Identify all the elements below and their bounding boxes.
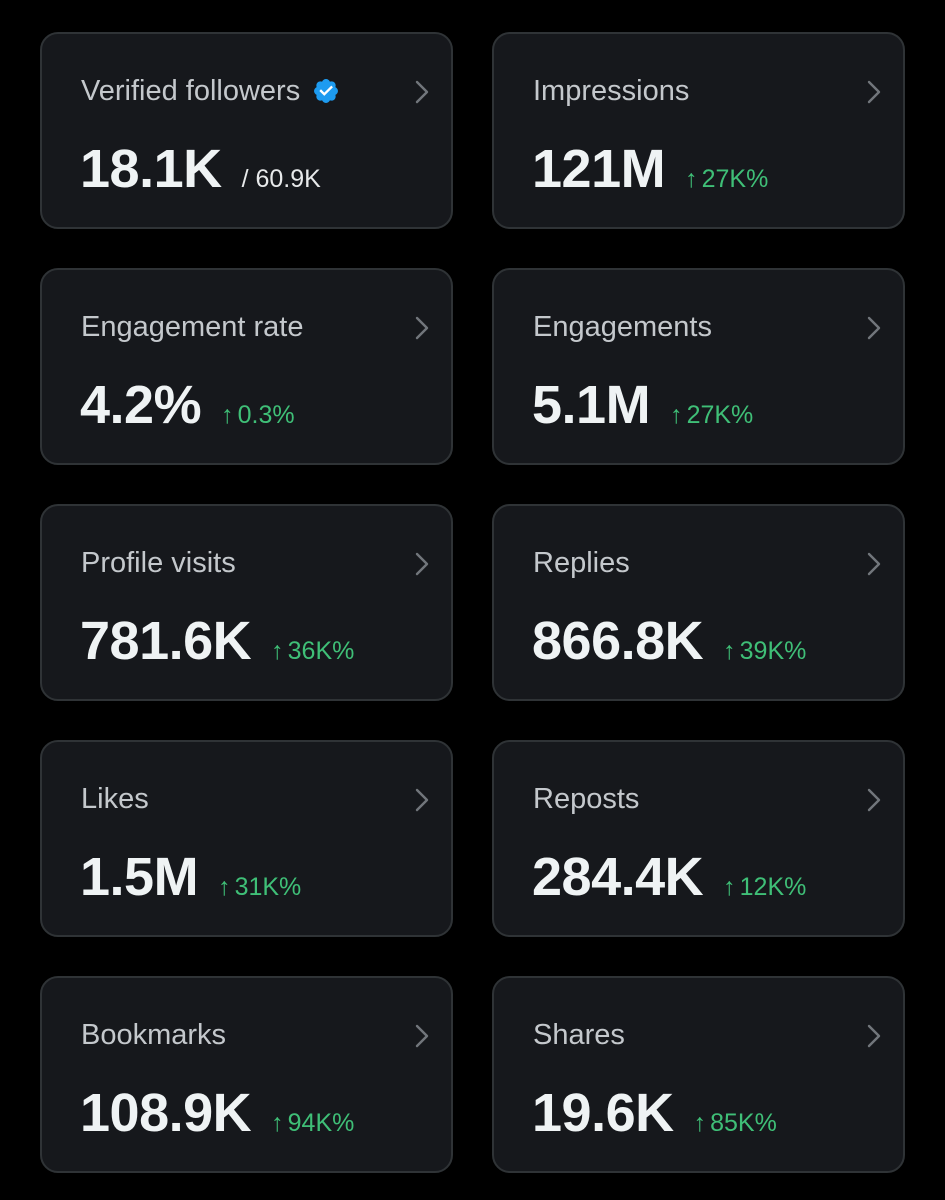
metric-change: ↑ 12K% bbox=[723, 873, 806, 902]
card-title-label: Profile visits bbox=[81, 547, 236, 579]
metric-value: 866.8K bbox=[532, 611, 704, 671]
card-title-label: Reposts bbox=[533, 783, 640, 815]
metric-value: 18.1K bbox=[80, 139, 222, 199]
metric-change-value: 94K% bbox=[287, 1109, 355, 1137]
card-title: Reposts bbox=[533, 782, 639, 816]
card-title: Engagement rate bbox=[81, 310, 303, 344]
card-title: Impressions bbox=[533, 74, 689, 108]
card-title: Profile visits bbox=[81, 546, 236, 580]
chevron-right-icon[interactable] bbox=[413, 79, 431, 105]
card-title: Bookmarks bbox=[81, 1018, 226, 1052]
metric-change: ↑ 39K% bbox=[723, 637, 806, 666]
metric-value: 108.9K bbox=[80, 1083, 252, 1143]
card-title-label: Likes bbox=[81, 783, 149, 815]
card-impressions[interactable]: Impressions 121M ↑ 27K% bbox=[492, 32, 905, 229]
chevron-right-icon[interactable] bbox=[413, 1023, 431, 1049]
card-title-label: Engagement rate bbox=[81, 311, 304, 343]
card-title-label: Shares bbox=[533, 1019, 625, 1051]
chevron-right-icon[interactable] bbox=[865, 79, 883, 105]
metric-change: ↑ 85K% bbox=[694, 1109, 777, 1138]
metric-change: ↑ 36K% bbox=[271, 637, 354, 666]
arrow-up-icon: ↑ bbox=[723, 637, 736, 665]
card-verified-followers[interactable]: Verified followers 18.1K / 60.9K bbox=[40, 32, 453, 229]
chevron-right-icon[interactable] bbox=[413, 315, 431, 341]
chevron-right-icon[interactable] bbox=[413, 551, 431, 577]
metric-change: ↑ 31K% bbox=[218, 873, 301, 902]
metric-change-value: 27K% bbox=[701, 165, 769, 193]
arrow-up-icon: ↑ bbox=[723, 873, 736, 901]
metric-value: 284.4K bbox=[532, 847, 704, 907]
metric-value: 121M bbox=[532, 139, 666, 199]
metric-change: ↑ 0.3% bbox=[221, 401, 294, 430]
metric-row: 284.4K ↑ 12K% bbox=[532, 845, 806, 909]
arrow-up-icon: ↑ bbox=[218, 873, 231, 901]
arrow-up-icon: ↑ bbox=[693, 1109, 707, 1137]
metric-change-value: 12K% bbox=[739, 873, 807, 901]
card-engagements[interactable]: Engagements 5.1M ↑ 27K% bbox=[492, 268, 905, 465]
card-profile-visits[interactable]: Profile visits 781.6K ↑ 36K% bbox=[40, 504, 453, 701]
card-title: Replies bbox=[533, 546, 630, 580]
card-shares[interactable]: Shares 19.6K ↑ 85K% bbox=[492, 976, 905, 1173]
arrow-up-icon: ↑ bbox=[271, 1109, 284, 1137]
metric-total: / 60.9K bbox=[241, 165, 321, 193]
metric-row: 5.1M ↑ 27K% bbox=[532, 373, 753, 437]
metric-row: 108.9K ↑ 94K% bbox=[80, 1081, 354, 1145]
chevron-right-icon[interactable] bbox=[865, 787, 883, 813]
metric-change-value: 27K% bbox=[686, 401, 754, 429]
metric-row: 1.5M ↑ 31K% bbox=[80, 845, 301, 909]
card-title-label: Replies bbox=[533, 547, 630, 579]
metric-change-value: 0.3% bbox=[237, 401, 295, 429]
arrow-up-icon: ↑ bbox=[685, 165, 698, 193]
verified-badge-icon bbox=[314, 79, 339, 103]
metric-value: 1.5M bbox=[80, 847, 199, 907]
arrow-up-icon: ↑ bbox=[670, 401, 683, 429]
card-likes[interactable]: Likes 1.5M ↑ 31K% bbox=[40, 740, 453, 937]
card-title-label: Engagements bbox=[533, 311, 712, 343]
metric-row: 18.1K / 60.9K bbox=[80, 137, 321, 201]
metric-value: 781.6K bbox=[80, 611, 252, 671]
metric-row: 4.2% ↑ 0.3% bbox=[80, 373, 295, 437]
metric-row: 19.6K ↑ 85K% bbox=[532, 1081, 777, 1145]
chevron-right-icon[interactable] bbox=[865, 1023, 883, 1049]
card-reposts[interactable]: Reposts 284.4K ↑ 12K% bbox=[492, 740, 905, 937]
card-title-label: Bookmarks bbox=[81, 1019, 227, 1051]
metric-change: ↑ 27K% bbox=[670, 401, 753, 430]
card-title: Likes bbox=[81, 782, 149, 816]
chevron-right-icon[interactable] bbox=[413, 787, 431, 813]
card-title: Shares bbox=[533, 1018, 625, 1052]
card-title-label: Impressions bbox=[533, 75, 690, 107]
metric-row: 866.8K ↑ 39K% bbox=[532, 609, 806, 673]
metric-change-value: 39K% bbox=[739, 637, 807, 665]
card-title-label: Verified followers bbox=[81, 75, 301, 107]
metric-change-value: 85K% bbox=[710, 1109, 777, 1137]
card-bookmarks[interactable]: Bookmarks 108.9K ↑ 94K% bbox=[40, 976, 453, 1173]
metric-change-value: 31K% bbox=[234, 873, 302, 901]
metric-value: 5.1M bbox=[532, 375, 651, 435]
metric-change: ↑ 27K% bbox=[685, 165, 768, 194]
card-engagement-rate[interactable]: Engagement rate 4.2% ↑ 0.3% bbox=[40, 268, 453, 465]
metric-change-value: 36K% bbox=[287, 637, 355, 665]
card-replies[interactable]: Replies 866.8K ↑ 39K% bbox=[492, 504, 905, 701]
metric-change: ↑ 94K% bbox=[271, 1109, 354, 1138]
chevron-right-icon[interactable] bbox=[865, 315, 883, 341]
metric-value: 4.2% bbox=[80, 375, 202, 435]
analytics-grid: Verified followers 18.1K / 60.9K Impress… bbox=[40, 32, 905, 1173]
chevron-right-icon[interactable] bbox=[865, 551, 883, 577]
metric-value: 19.6K bbox=[532, 1083, 674, 1143]
arrow-up-icon: ↑ bbox=[271, 637, 284, 665]
metric-row: 121M ↑ 27K% bbox=[532, 137, 768, 201]
arrow-up-icon: ↑ bbox=[221, 401, 234, 429]
metric-row: 781.6K ↑ 36K% bbox=[80, 609, 354, 673]
card-title: Verified followers bbox=[81, 74, 340, 108]
card-title: Engagements bbox=[533, 310, 712, 344]
